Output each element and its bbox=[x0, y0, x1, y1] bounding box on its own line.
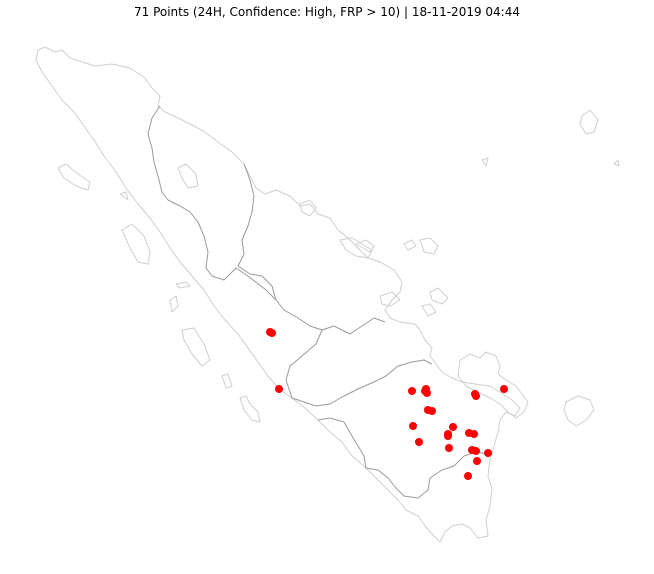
hotspot-marker bbox=[472, 447, 480, 455]
pagai-island bbox=[239, 395, 261, 423]
border-sumut-riau bbox=[237, 163, 386, 335]
bangka-island bbox=[457, 351, 529, 419]
hotspot-marker bbox=[449, 423, 457, 431]
riau-island-1 bbox=[339, 237, 373, 259]
hotspot-marker bbox=[484, 449, 492, 457]
lingga-island-2 bbox=[421, 303, 437, 317]
riau-island-2 bbox=[355, 239, 375, 253]
hotspot-marker bbox=[408, 387, 416, 395]
hotspot-marker bbox=[275, 385, 283, 393]
hotspot-marker bbox=[473, 457, 481, 465]
border-aceh-sumut bbox=[147, 105, 213, 277]
hotspot-marker bbox=[472, 392, 480, 400]
simeulue-island bbox=[57, 163, 91, 191]
small-island-far-east bbox=[613, 159, 620, 167]
hotspot-marker bbox=[470, 430, 478, 438]
lingga-island bbox=[429, 287, 449, 305]
riau-island-5 bbox=[419, 237, 439, 255]
riau-island-3 bbox=[299, 199, 317, 217]
hotspot-marker bbox=[444, 432, 452, 440]
hotspot-marker bbox=[500, 385, 508, 393]
hotspot-layer bbox=[266, 328, 508, 480]
sumatra-coastline bbox=[35, 46, 521, 543]
border-sumsel-lampung bbox=[365, 451, 489, 499]
sipora-island bbox=[221, 373, 233, 389]
small-west-island bbox=[169, 295, 179, 313]
riau-island-4 bbox=[379, 291, 401, 307]
border-sumsel-bengkulu bbox=[317, 417, 367, 469]
banyak-island bbox=[119, 191, 129, 201]
natuna-island bbox=[579, 109, 599, 135]
hotspot-marker bbox=[409, 422, 417, 430]
nias-island bbox=[121, 223, 151, 265]
hotspot-marker bbox=[415, 438, 423, 446]
hotspot-marker bbox=[464, 472, 472, 480]
riau-island-6 bbox=[403, 239, 417, 251]
hotspot-marker bbox=[422, 385, 430, 393]
small-island-east bbox=[481, 157, 489, 167]
hotspot-marker bbox=[445, 444, 453, 452]
map-title: 71 Points (24H, Confidence: High, FRP > … bbox=[133, 5, 520, 19]
border-riau-jambi bbox=[285, 329, 323, 399]
batu-island bbox=[175, 281, 191, 289]
border-jambi-sumsel bbox=[291, 359, 433, 407]
belitung-island bbox=[563, 395, 595, 427]
toba-lake bbox=[177, 163, 199, 189]
border-sumbar bbox=[211, 267, 277, 301]
hotspot-marker bbox=[268, 329, 276, 337]
siberut-island bbox=[181, 327, 211, 367]
hotspot-marker bbox=[428, 407, 436, 415]
